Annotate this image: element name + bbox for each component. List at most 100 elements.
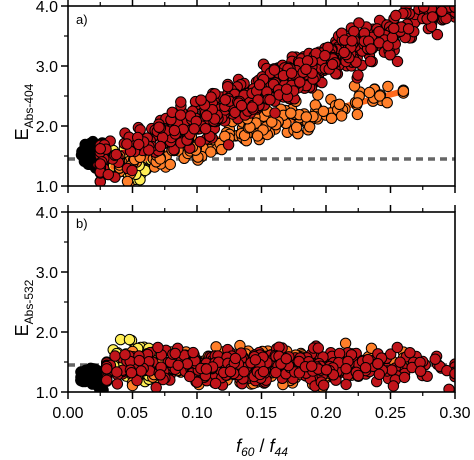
- data-point-a-2: [290, 121, 303, 134]
- data-point-a-3: [222, 139, 235, 151]
- data-point-a-3: [143, 144, 155, 156]
- data-point-a-3: [388, 22, 400, 34]
- y-axis-title-a-main: E: [12, 128, 32, 140]
- data-point-a-3: [253, 79, 266, 91]
- data-point-a-2: [300, 111, 312, 123]
- data-point-b-3: [387, 380, 400, 392]
- data-point-b-3: [101, 363, 113, 375]
- data-point-b-3: [340, 378, 352, 391]
- data-point-a-3: [246, 101, 258, 113]
- data-point-a-3: [426, 11, 439, 23]
- data-point-b-3: [429, 353, 441, 365]
- x-tick-label-3: 0.15: [246, 405, 277, 422]
- x-tick-label-0: 0.00: [52, 405, 83, 422]
- data-point-a-3: [268, 64, 281, 76]
- data-point-b-3: [111, 366, 123, 378]
- y-axis-title-a: EAbs-404: [12, 83, 36, 140]
- data-point-a-0: [79, 138, 91, 151]
- data-point-b-3: [443, 383, 455, 392]
- data-point-a-2: [374, 90, 386, 102]
- data-point-b-2: [339, 337, 352, 349]
- x-axis: 0.00 0.05 0.10 0.15 0.20 0.25 0.30: [52, 405, 470, 422]
- data-point-a-3: [153, 121, 165, 133]
- y-tick-label-b-1: 2.0: [36, 325, 58, 342]
- data-point-a-3: [436, 6, 448, 17]
- data-point-b-3: [359, 362, 372, 374]
- data-point-b-3: [414, 365, 427, 377]
- x-tick-label-6: 0.30: [439, 405, 470, 422]
- data-point-b-3: [135, 365, 147, 377]
- data-point-a-3: [264, 94, 276, 106]
- x-axis-title-slash: /: [254, 436, 269, 456]
- data-point-a-2: [351, 97, 364, 109]
- x-tick-label-2: 0.10: [181, 405, 212, 422]
- data-point-a-2: [312, 89, 324, 101]
- data-point-a-2: [335, 110, 348, 122]
- x-axis-title-sub1: 60: [241, 445, 255, 459]
- data-point-a-3: [199, 123, 212, 135]
- data-point-b-3: [131, 374, 143, 387]
- panel-label-b: b): [76, 216, 88, 231]
- data-point-b-3: [229, 352, 242, 365]
- data-point-b-3: [101, 374, 113, 386]
- data-point-b-3: [200, 363, 213, 375]
- data-point-a-3: [285, 67, 298, 79]
- data-point-a-3: [294, 76, 306, 88]
- y-tick-label-a-0: 1.0: [36, 179, 58, 196]
- data-point-b-3: [372, 358, 384, 370]
- data-point-b-3: [111, 378, 124, 390]
- data-point-a-3: [175, 96, 187, 108]
- data-point-a-3: [126, 164, 138, 177]
- y-axis-title-a-sub: Abs-404: [22, 83, 36, 128]
- data-point-b-3: [187, 346, 199, 359]
- data-point-b-3: [398, 371, 411, 384]
- x-tick-label-5: 0.25: [375, 405, 406, 422]
- data-point-a-3: [133, 138, 145, 151]
- panel-b: 1.0 2.0 3.0 4.0: [36, 205, 456, 402]
- data-point-a-3: [102, 168, 115, 181]
- data-point-b-3: [320, 364, 333, 376]
- data-point-a-3: [365, 43, 377, 55]
- data-point-b-3: [172, 359, 184, 371]
- data-layer-a: [68, 6, 455, 186]
- data-point-b-3: [125, 367, 138, 379]
- data-point-a-3: [353, 17, 365, 29]
- data-point-b-3: [394, 356, 406, 368]
- data-point-a-3: [229, 106, 241, 119]
- data-point-a-3: [195, 94, 207, 106]
- data-point-b-3: [257, 365, 270, 378]
- y-axis-title-b-sub: Abs-532: [22, 279, 36, 324]
- x-axis-title-sub2: 44: [275, 445, 289, 459]
- data-layer-b: [68, 333, 455, 392]
- y-axis-title-b: EAbs-532: [12, 279, 36, 336]
- data-point-b-3: [312, 342, 324, 354]
- data-point-a-3: [188, 123, 200, 135]
- data-point-a-2: [251, 130, 264, 142]
- data-point-a-3: [154, 140, 167, 153]
- data-point-a-2: [121, 175, 134, 186]
- data-point-a-2: [164, 158, 177, 171]
- data-point-b-3: [133, 354, 146, 367]
- data-point-a-2: [363, 86, 376, 99]
- panel-a: 1.0 2.0 3.0 4.0: [36, 0, 456, 196]
- panel-label-a: a): [76, 12, 88, 27]
- data-point-b-3: [270, 366, 282, 379]
- data-point-a-2: [381, 97, 393, 109]
- x-axis-title: f60 / f44: [236, 436, 288, 459]
- data-point-a-0: [75, 149, 88, 161]
- data-point-a-2: [285, 107, 297, 119]
- data-point-b-3: [150, 381, 162, 392]
- data-point-a-3: [348, 25, 360, 38]
- data-point-b-3: [224, 365, 237, 378]
- data-point-a-2: [304, 121, 316, 133]
- y-tick-label-b-0: 1.0: [36, 385, 58, 402]
- data-point-b-3: [404, 347, 416, 359]
- data-point-a-2: [325, 112, 338, 125]
- data-point-a-3: [402, 23, 415, 35]
- data-point-a-3: [390, 9, 402, 22]
- data-point-b-3: [340, 363, 352, 375]
- data-point-a-3: [121, 138, 133, 150]
- data-point-a-3: [346, 35, 358, 47]
- data-point-b-3: [119, 349, 131, 361]
